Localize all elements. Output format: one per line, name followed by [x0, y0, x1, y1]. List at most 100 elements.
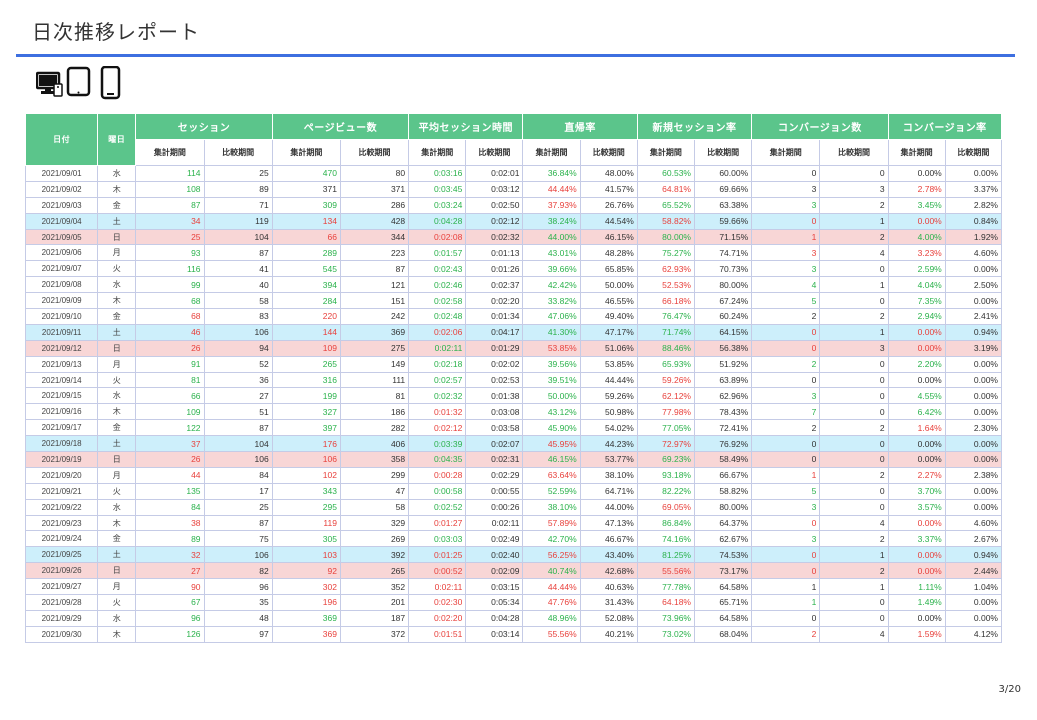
current-value-cell: 99 — [135, 276, 205, 294]
current-value-cell: 343 — [271, 482, 341, 500]
compare-value-cell: 0.00% — [944, 403, 1003, 421]
compare-value-cell: 0:02:49 — [465, 530, 524, 548]
compare-value-cell: 38.10% — [579, 466, 638, 484]
current-value-cell: 302 — [271, 578, 341, 596]
current-value-cell: 37.93% — [522, 196, 581, 214]
current-value-cell: 50.00% — [522, 387, 581, 405]
current-value-cell: 81.25% — [636, 546, 696, 564]
compare-value-cell: 58.49% — [693, 451, 753, 468]
group-header-new-session-rate: 新規セッション率 — [636, 113, 753, 140]
compare-value-cell: 0.84% — [944, 212, 1003, 230]
current-value-cell: 0:02:46 — [408, 276, 467, 294]
compare-value-cell: 4.12% — [944, 625, 1003, 643]
current-value-cell: 2 — [751, 355, 821, 373]
weekday-cell: 金 — [97, 419, 137, 437]
compare-value-cell: 2 — [819, 562, 889, 580]
table-row: 2021/09/15 水 66 27 199 81 0:02:32 0:01:38 50.00%… — [24, 387, 1003, 405]
compare-value-cell: 0:04:17 — [465, 323, 524, 341]
date-cell: 2021/09/14 — [24, 371, 99, 389]
compare-value-cell: 0 — [819, 260, 889, 278]
current-value-cell: 122 — [135, 419, 205, 437]
current-value-cell: 0.00% — [887, 212, 946, 230]
weekday-cell: 金 — [97, 530, 137, 548]
current-value-cell: 0.00% — [887, 371, 946, 389]
current-value-cell: 1 — [751, 578, 821, 596]
tablet-icon — [66, 66, 91, 97]
compare-value-cell: 3 — [819, 180, 889, 198]
date-cell: 2021/09/23 — [24, 514, 99, 532]
compare-value-cell: 0:05:34 — [465, 594, 524, 611]
table-row: 2021/09/29 水 96 48 369 187 0:02:20 0:04:28 48.96… — [24, 609, 1003, 627]
compare-value-cell: 78.43% — [693, 403, 753, 421]
compare-value-cell: 0:02:12 — [465, 212, 524, 230]
current-value-cell: 65.93% — [636, 355, 696, 373]
current-value-cell: 0 — [751, 514, 821, 532]
subheader-compare-period: 比較期間 — [339, 139, 410, 166]
compare-value-cell: 0.00% — [944, 292, 1003, 310]
compare-value-cell: 89 — [203, 180, 273, 198]
compare-value-cell: 35 — [203, 594, 273, 611]
compare-value-cell: 40.21% — [579, 625, 638, 643]
current-value-cell: 43.12% — [522, 403, 581, 421]
column-header-weekday: 曜日 — [97, 113, 137, 166]
current-value-cell: 0 — [751, 546, 821, 564]
current-value-cell: 295 — [271, 498, 341, 516]
compare-value-cell: 0.00% — [944, 355, 1003, 373]
current-value-cell: 371 — [271, 180, 341, 198]
subheader-compare-period: 比較期間 — [579, 139, 638, 166]
current-value-cell: 77.78% — [636, 578, 696, 596]
current-value-cell: 45.95% — [522, 435, 581, 453]
date-cell: 2021/09/05 — [24, 228, 99, 246]
compare-value-cell: 0 — [819, 355, 889, 373]
compare-value-cell: 0:02:31 — [465, 451, 524, 468]
current-value-cell: 0.00% — [887, 165, 946, 182]
current-value-cell: 135 — [135, 482, 205, 500]
compare-value-cell: 2 — [819, 228, 889, 246]
table-row: 2021/09/12 日 26 94 109 275 0:02:11 0:01:29 53.85… — [24, 339, 1003, 357]
compare-value-cell: 4.60% — [944, 514, 1003, 532]
date-cell: 2021/09/08 — [24, 276, 99, 294]
compare-value-cell: 0 — [819, 371, 889, 389]
current-value-cell: 80.00% — [636, 228, 696, 246]
date-cell: 2021/09/20 — [24, 466, 99, 484]
current-value-cell: 0:02:58 — [408, 292, 467, 310]
current-value-cell: 77.98% — [636, 403, 696, 421]
compare-value-cell: 70.73% — [693, 260, 753, 278]
compare-value-cell: 2.38% — [944, 466, 1003, 484]
date-cell: 2021/09/30 — [24, 625, 99, 643]
current-value-cell: 4.04% — [887, 276, 946, 294]
current-value-cell: 0:01:32 — [408, 403, 467, 421]
compare-value-cell: 0:03:14 — [465, 625, 524, 643]
current-value-cell: 0:00:52 — [408, 562, 467, 580]
current-value-cell: 36.84% — [522, 165, 581, 182]
current-value-cell: 82.22% — [636, 482, 696, 500]
compare-value-cell: 2.30% — [944, 419, 1003, 437]
compare-value-cell: 47.13% — [579, 514, 638, 532]
compare-value-cell: 265 — [339, 562, 410, 580]
current-value-cell: 369 — [271, 625, 341, 643]
date-cell: 2021/09/21 — [24, 482, 99, 500]
table-row: 2021/09/25 土 32 106 103 392 0:01:25 0:02:40 56.2… — [24, 546, 1003, 564]
table-row: 2021/09/02 木 108 89 371 371 0:03:45 0:03:12 44.4… — [24, 180, 1003, 198]
table-row: 2021/09/10 金 68 83 220 242 0:02:48 0:01:34 47.06… — [24, 308, 1003, 325]
current-value-cell: 34 — [135, 212, 205, 230]
current-value-cell: 66 — [135, 387, 205, 405]
compare-value-cell: 0.00% — [944, 260, 1003, 278]
compare-value-cell: 0 — [819, 594, 889, 611]
current-value-cell: 316 — [271, 371, 341, 389]
compare-value-cell: 0 — [819, 292, 889, 310]
page-number: 3/20 — [998, 684, 1021, 695]
compare-value-cell: 40.63% — [579, 578, 638, 596]
current-value-cell: 62.93% — [636, 260, 696, 278]
current-value-cell: 73.02% — [636, 625, 696, 643]
compare-value-cell: 46.15% — [579, 228, 638, 246]
compare-value-cell: 369 — [339, 323, 410, 341]
current-value-cell: 3 — [751, 196, 821, 214]
date-cell: 2021/09/06 — [24, 244, 99, 262]
current-value-cell: 38.10% — [522, 498, 581, 516]
compare-value-cell: 0.00% — [944, 609, 1003, 627]
current-value-cell: 48.96% — [522, 609, 581, 627]
compare-value-cell: 52 — [203, 355, 273, 373]
current-value-cell: 47.76% — [522, 594, 581, 611]
current-value-cell: 0:01:57 — [408, 244, 467, 262]
